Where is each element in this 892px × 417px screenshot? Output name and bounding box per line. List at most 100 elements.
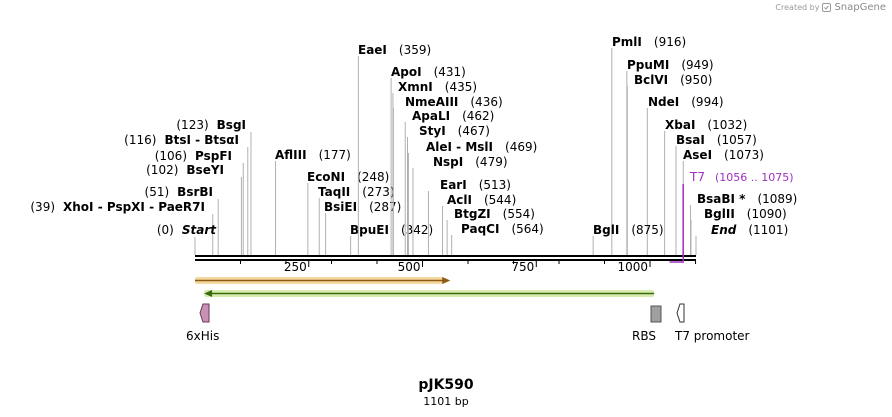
site-name: PmlI — [612, 35, 642, 49]
site-label: (0) Start — [157, 223, 217, 237]
site-name: XmnI — [398, 80, 433, 94]
site-name: Start — [182, 223, 217, 237]
rbs-shape — [650, 305, 662, 323]
site-label: PmlI (916) — [612, 35, 686, 49]
site-position: (1073) — [724, 148, 764, 162]
restriction-sites: (123) BsgI(116) BtsI - BtsαI(106) PspFI(102… — [30, 35, 797, 263]
site-position: (273) — [362, 185, 394, 199]
site-label: BsaI (1057) — [676, 133, 757, 147]
site-position: (467) — [458, 124, 490, 138]
site-position: (1032) — [707, 118, 747, 132]
site-name: BsaI — [676, 133, 705, 147]
site-label: (39) XhoI - PspXI - PaeR7I — [30, 200, 205, 214]
position-axis: 250 500 750 1000 — [240, 260, 697, 274]
site-label: (106) PspFI — [155, 149, 232, 163]
tick-label: 500 — [398, 260, 421, 274]
site-position: (462) — [462, 109, 494, 123]
site-label: ApaLI (462) — [412, 109, 494, 123]
site-label: AseI (1073) — [683, 148, 764, 162]
site-label: BsiEI (287) — [324, 200, 401, 214]
site-position: (287) — [369, 200, 401, 214]
site-label: AleI - MslI (469) — [426, 140, 537, 154]
plasmid-name: pJK590 — [418, 377, 474, 393]
tick-label: 1000 — [617, 260, 648, 274]
site-name: EaeI — [358, 43, 387, 57]
feature-label-t7-promoter: T7 promoter — [674, 329, 750, 343]
t7-promoter-shape — [676, 303, 685, 323]
orf-reverse-arrowhead — [204, 290, 213, 297]
site-name: End — [711, 223, 737, 237]
site-label: ApoI (431) — [391, 65, 466, 79]
site-position: (431) — [434, 65, 466, 79]
site-label: BclVI (950) — [634, 73, 712, 87]
site-label: TaqII (273) — [318, 185, 395, 199]
feature-label-rbs: RBS — [632, 329, 656, 343]
site-position: (116) — [124, 133, 156, 147]
site-position: (916) — [654, 35, 686, 49]
site-name: BsgI — [217, 118, 246, 132]
site-name: PspFI — [195, 149, 232, 163]
site-name: NmeAIII — [405, 95, 458, 109]
site-position: (51) — [145, 185, 170, 199]
site-position: (1089) — [757, 192, 797, 206]
site-label: StyI (467) — [419, 124, 490, 138]
site-position: (102) — [146, 163, 178, 177]
t7-site-range: (1056 .. 1075) — [715, 171, 794, 184]
site-position: (106) — [155, 149, 187, 163]
site-label: (51) BsrBI — [145, 185, 213, 199]
site-label: BtgZI (554) — [454, 207, 535, 221]
site-label: XbaI (1032) — [665, 118, 747, 132]
plasmid-linear-map: 250 500 750 1000 (123) BsgI (116) BtsI - BtsαI… — [30, 35, 797, 343]
site-label: EaeI (359) — [358, 43, 431, 57]
site-label: BglII (1090) — [704, 207, 787, 221]
site-name: AseI — [683, 148, 712, 162]
orf-layer — [195, 277, 655, 297]
site-name: BsrBI — [177, 185, 213, 199]
site-position: (1057) — [717, 133, 757, 147]
site-name: AclI — [447, 193, 472, 207]
plasmid-length: 1101 bp — [423, 395, 469, 408]
site-label: NspI (479) — [433, 155, 508, 169]
site-name: BtsI - BtsαI — [164, 133, 239, 147]
site-name: XbaI — [665, 118, 695, 132]
backbone — [195, 255, 696, 261]
site-label: BglI (875) — [593, 223, 664, 237]
site-position: (39) — [30, 200, 55, 214]
tick-label: 250 — [284, 260, 307, 274]
snapgene-credit: Created by SnapGene — [775, 2, 886, 13]
site-label: AclI (544) — [447, 193, 516, 207]
site-position: (994) — [691, 95, 723, 109]
site-position: (950) — [680, 73, 712, 87]
credit-text: Created by — [775, 3, 820, 12]
site-name: BglII — [704, 207, 735, 221]
site-name: BglI — [593, 223, 619, 237]
orf-forward-arrowhead — [442, 277, 451, 284]
site-label: NdeI (994) — [648, 95, 724, 109]
site-name: ApaLI — [412, 109, 450, 123]
tick-label: 750 — [511, 260, 534, 274]
site-position: (554) — [503, 207, 535, 221]
site-name: XhoI - PspXI - PaeR7I — [63, 200, 205, 214]
site-position: (949) — [681, 58, 713, 72]
site-position: (248) — [357, 170, 389, 184]
site-position: (513) — [479, 178, 511, 192]
t7-site-name: T7 — [689, 170, 705, 184]
site-name: BpuEI — [350, 223, 389, 237]
site-label: (123) BsgI — [176, 118, 246, 132]
site-name: PaqCI — [461, 222, 499, 236]
site-position: (0) — [157, 223, 174, 237]
site-position: (123) — [176, 118, 208, 132]
site-name: BclVI — [634, 73, 668, 87]
site-label: EarI (513) — [440, 178, 511, 192]
t7-site-marker — [669, 184, 684, 263]
site-label: PpuMI (949) — [627, 58, 714, 72]
site-position: (469) — [505, 140, 537, 154]
site-position: (436) — [470, 95, 502, 109]
site-position: (479) — [475, 155, 507, 169]
site-label: (102) BseYI — [146, 163, 224, 177]
tag-6xhis-shape — [199, 303, 210, 323]
site-position: (435) — [445, 80, 477, 94]
site-label: XmnI (435) — [398, 80, 477, 94]
site-name: BsiEI — [324, 200, 357, 214]
site-position: (875) — [631, 223, 663, 237]
